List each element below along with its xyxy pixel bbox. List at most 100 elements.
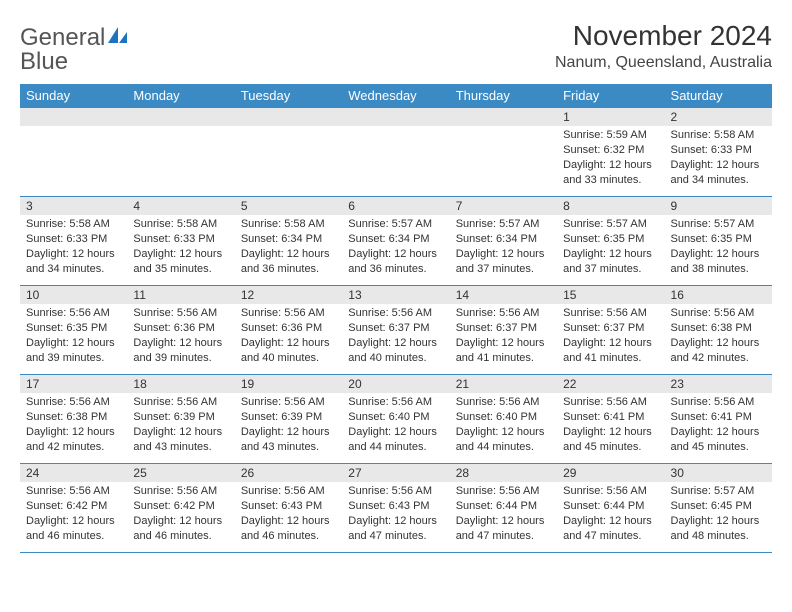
sunrise-text: Sunrise: 5:56 AM [133,395,228,410]
sunset-text: Sunset: 6:43 PM [241,499,336,514]
date-number [450,108,557,126]
daylight-text-1: Daylight: 12 hours [563,158,658,173]
daylight-text-2: and 39 minutes. [133,351,228,366]
date-number: 26 [235,464,342,482]
date-number: 17 [20,375,127,393]
sunset-text: Sunset: 6:35 PM [563,232,658,247]
calendar-cell [235,108,342,196]
cell-body: Sunrise: 5:56 AMSunset: 6:36 PMDaylight:… [235,304,342,369]
calendar-cell: 30Sunrise: 5:57 AMSunset: 6:45 PMDayligh… [665,464,772,552]
calendar-cell: 8Sunrise: 5:57 AMSunset: 6:35 PMDaylight… [557,197,664,285]
daylight-text-2: and 37 minutes. [456,262,551,277]
sunset-text: Sunset: 6:44 PM [456,499,551,514]
daylight-text-1: Daylight: 12 hours [241,514,336,529]
daylight-text-2: and 47 minutes. [348,529,443,544]
daylight-text-1: Daylight: 12 hours [348,425,443,440]
daylight-text-2: and 46 minutes. [241,529,336,544]
daylight-text-1: Daylight: 12 hours [133,336,228,351]
sunrise-text: Sunrise: 5:56 AM [133,484,228,499]
sunrise-text: Sunrise: 5:57 AM [563,217,658,232]
daylight-text-1: Daylight: 12 hours [26,425,121,440]
date-number: 20 [342,375,449,393]
cell-body: Sunrise: 5:56 AMSunset: 6:38 PMDaylight:… [665,304,772,369]
daylight-text-2: and 41 minutes. [563,351,658,366]
sunrise-text: Sunrise: 5:56 AM [241,306,336,321]
sunset-text: Sunset: 6:39 PM [133,410,228,425]
cell-body [235,126,342,190]
title-block: November 2024 Nanum, Queensland, Austral… [555,20,772,72]
sunrise-text: Sunrise: 5:56 AM [563,395,658,410]
sunrise-text: Sunrise: 5:56 AM [26,395,121,410]
header: General Blue November 2024 Nanum, Queens… [20,20,772,74]
daylight-text-2: and 45 minutes. [671,440,766,455]
daylight-text-2: and 36 minutes. [348,262,443,277]
sunrise-text: Sunrise: 5:56 AM [456,484,551,499]
date-number: 22 [557,375,664,393]
calendar: Sunday Monday Tuesday Wednesday Thursday… [20,84,772,553]
sunrise-text: Sunrise: 5:58 AM [241,217,336,232]
sunset-text: Sunset: 6:36 PM [133,321,228,336]
date-number: 9 [665,197,772,215]
calendar-cell: 7Sunrise: 5:57 AMSunset: 6:34 PMDaylight… [450,197,557,285]
sunset-text: Sunset: 6:33 PM [671,143,766,158]
daylight-text-2: and 45 minutes. [563,440,658,455]
calendar-cell: 23Sunrise: 5:56 AMSunset: 6:41 PMDayligh… [665,375,772,463]
sunset-text: Sunset: 6:38 PM [26,410,121,425]
daylight-text-2: and 40 minutes. [241,351,336,366]
sunset-text: Sunset: 6:37 PM [348,321,443,336]
sunrise-text: Sunrise: 5:58 AM [133,217,228,232]
daylight-text-1: Daylight: 12 hours [456,425,551,440]
cell-body: Sunrise: 5:56 AMSunset: 6:44 PMDaylight:… [450,482,557,547]
daylight-text-2: and 36 minutes. [241,262,336,277]
date-number: 30 [665,464,772,482]
date-number: 2 [665,108,772,126]
cell-body: Sunrise: 5:56 AMSunset: 6:36 PMDaylight:… [127,304,234,369]
sunrise-text: Sunrise: 5:56 AM [26,306,121,321]
calendar-cell: 17Sunrise: 5:56 AMSunset: 6:38 PMDayligh… [20,375,127,463]
cell-body: Sunrise: 5:56 AMSunset: 6:41 PMDaylight:… [665,393,772,458]
cell-body: Sunrise: 5:57 AMSunset: 6:35 PMDaylight:… [665,215,772,280]
cell-body: Sunrise: 5:56 AMSunset: 6:44 PMDaylight:… [557,482,664,547]
daylight-text-2: and 44 minutes. [456,440,551,455]
daylight-text-1: Daylight: 12 hours [26,247,121,262]
cell-body: Sunrise: 5:58 AMSunset: 6:33 PMDaylight:… [127,215,234,280]
cell-body: Sunrise: 5:56 AMSunset: 6:37 PMDaylight:… [450,304,557,369]
sunset-text: Sunset: 6:33 PM [133,232,228,247]
date-number: 1 [557,108,664,126]
day-header: Sunday [20,84,127,107]
calendar-cell: 15Sunrise: 5:56 AMSunset: 6:37 PMDayligh… [557,286,664,374]
daylight-text-1: Daylight: 12 hours [348,514,443,529]
sunset-text: Sunset: 6:45 PM [671,499,766,514]
calendar-cell: 16Sunrise: 5:56 AMSunset: 6:38 PMDayligh… [665,286,772,374]
sunset-text: Sunset: 6:35 PM [26,321,121,336]
daylight-text-1: Daylight: 12 hours [133,247,228,262]
sunset-text: Sunset: 6:37 PM [563,321,658,336]
daylight-text-2: and 47 minutes. [456,529,551,544]
cell-body: Sunrise: 5:56 AMSunset: 6:43 PMDaylight:… [235,482,342,547]
logo: General Blue [20,26,129,74]
cell-body: Sunrise: 5:56 AMSunset: 6:38 PMDaylight:… [20,393,127,458]
daylight-text-1: Daylight: 12 hours [456,514,551,529]
daylight-text-1: Daylight: 12 hours [133,425,228,440]
weeks-container: 1Sunrise: 5:59 AMSunset: 6:32 PMDaylight… [20,107,772,553]
sunset-text: Sunset: 6:34 PM [456,232,551,247]
sunrise-text: Sunrise: 5:56 AM [671,395,766,410]
cell-body: Sunrise: 5:58 AMSunset: 6:33 PMDaylight:… [20,215,127,280]
calendar-cell [127,108,234,196]
calendar-cell: 1Sunrise: 5:59 AMSunset: 6:32 PMDaylight… [557,108,664,196]
daylight-text-2: and 38 minutes. [671,262,766,277]
date-number [235,108,342,126]
cell-body [20,126,127,190]
sunrise-text: Sunrise: 5:56 AM [241,484,336,499]
sunset-text: Sunset: 6:39 PM [241,410,336,425]
daylight-text-2: and 35 minutes. [133,262,228,277]
date-number: 8 [557,197,664,215]
sunrise-text: Sunrise: 5:56 AM [563,484,658,499]
date-number: 23 [665,375,772,393]
daylight-text-2: and 47 minutes. [563,529,658,544]
daylight-text-2: and 42 minutes. [671,351,766,366]
sunrise-text: Sunrise: 5:58 AM [26,217,121,232]
daylight-text-2: and 34 minutes. [671,173,766,188]
sunrise-text: Sunrise: 5:56 AM [456,395,551,410]
calendar-cell: 19Sunrise: 5:56 AMSunset: 6:39 PMDayligh… [235,375,342,463]
